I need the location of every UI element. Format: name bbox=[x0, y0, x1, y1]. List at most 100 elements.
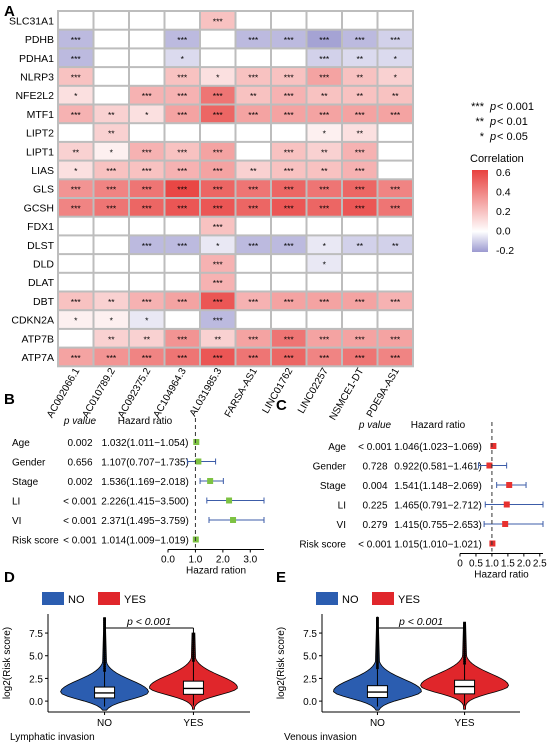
significance-mark: *** bbox=[142, 147, 153, 157]
hazard-ratio-text: 0.922(0.581−1.461) bbox=[394, 462, 482, 473]
x-tick-label: 2.0 bbox=[216, 555, 230, 566]
heatmap-cell bbox=[59, 105, 93, 123]
heatmap-cell bbox=[236, 273, 270, 291]
hr-marker bbox=[230, 517, 237, 523]
significance-mark: *** bbox=[177, 241, 188, 251]
heatmap-cell bbox=[201, 105, 235, 123]
heatmap-cell bbox=[94, 12, 128, 29]
outlier-point bbox=[463, 660, 466, 663]
p-value: 0.279 bbox=[362, 520, 387, 531]
hr-marker bbox=[503, 501, 510, 508]
legend-label-no: NO bbox=[342, 594, 359, 606]
significance-mark: ** bbox=[108, 110, 115, 120]
significance-mark: *** bbox=[319, 54, 330, 64]
p-value: < 0.001 bbox=[63, 536, 97, 547]
outlier-point bbox=[463, 624, 466, 627]
outlier-point bbox=[376, 624, 379, 628]
significance-mark: *** bbox=[355, 297, 366, 307]
heatmap-cell bbox=[94, 255, 128, 272]
outlier-point bbox=[103, 651, 106, 655]
x-tick-label: YES bbox=[455, 718, 475, 729]
outlier-point bbox=[463, 654, 466, 657]
row-label: DBT bbox=[33, 296, 55, 308]
heatmap-cell bbox=[165, 292, 199, 310]
heatmap-cell bbox=[201, 12, 235, 29]
hr-marker bbox=[506, 482, 513, 488]
significance-mark: *** bbox=[319, 334, 330, 344]
legend-swatch-no bbox=[316, 592, 338, 605]
sig-legend-stars: * bbox=[480, 131, 485, 143]
heatmap-cell bbox=[94, 124, 128, 141]
header-hazard-ratio: Hazard ratio bbox=[411, 420, 466, 431]
x-axis-label: Venous invasion bbox=[284, 732, 357, 743]
significance-mark: *** bbox=[284, 91, 295, 101]
x-axis-label: Hazard ration bbox=[186, 566, 246, 577]
row-label: ATP7A bbox=[22, 352, 54, 364]
hr-marker bbox=[490, 443, 497, 449]
legend-colorbar bbox=[472, 170, 488, 252]
heatmap-cell bbox=[307, 161, 341, 179]
outlier-point bbox=[192, 645, 195, 649]
significance-mark: *** bbox=[71, 185, 82, 195]
heatmap-cell bbox=[59, 124, 93, 141]
row-label: GLS bbox=[33, 184, 54, 196]
significance-mark: *** bbox=[213, 203, 224, 213]
legend-label-yes: YES bbox=[124, 594, 146, 606]
outlier-point bbox=[103, 619, 106, 623]
significance-mark: *** bbox=[213, 166, 224, 176]
significance-mark: *** bbox=[177, 91, 188, 101]
heatmap-cell bbox=[59, 329, 93, 347]
significance-mark: * bbox=[74, 316, 78, 326]
heatmap-cell bbox=[343, 124, 377, 141]
significance-mark: ** bbox=[321, 91, 328, 101]
significance-mark: *** bbox=[284, 72, 295, 82]
heatmap-cell bbox=[130, 329, 164, 347]
heatmap-cell bbox=[130, 30, 164, 48]
hr-marker bbox=[226, 497, 233, 504]
heatmap-cell bbox=[165, 199, 199, 216]
outlier-point bbox=[103, 635, 106, 639]
heatmap-cell bbox=[165, 311, 199, 328]
heatmap-cell bbox=[130, 311, 164, 328]
significance-mark: *** bbox=[213, 297, 224, 307]
outlier-point bbox=[463, 638, 466, 641]
significance-mark: *** bbox=[355, 353, 366, 363]
legend-tick-label: -0.2 bbox=[496, 245, 514, 257]
heatmap-cell bbox=[201, 236, 235, 254]
significance-mark: *** bbox=[106, 185, 117, 195]
heatmap-cell bbox=[272, 273, 306, 291]
outlier-point bbox=[103, 645, 106, 649]
significance-mark: ** bbox=[143, 334, 150, 344]
x-axis-label: Lymphatic invasion bbox=[10, 732, 95, 743]
heatmap-cell bbox=[272, 255, 306, 272]
heatmap-cell bbox=[94, 142, 128, 160]
heatmap-cell bbox=[343, 30, 377, 48]
significance-mark: *** bbox=[284, 166, 295, 176]
heatmap-cell bbox=[307, 329, 341, 347]
heatmap-cell bbox=[94, 68, 128, 85]
significance-mark: *** bbox=[284, 35, 295, 45]
heatmap-cell bbox=[201, 199, 235, 216]
outlier-point bbox=[192, 639, 195, 643]
outlier-point bbox=[376, 638, 379, 642]
heatmap-cell bbox=[201, 124, 235, 141]
heatmap-cell bbox=[165, 180, 199, 197]
heatmap-cell bbox=[201, 142, 235, 160]
x-axis-label: Hazard ratio bbox=[474, 570, 529, 581]
x-tick-label: 1.0 bbox=[485, 559, 499, 570]
outlier-point bbox=[463, 648, 466, 651]
variable-label: Gender bbox=[313, 462, 347, 473]
panel-label-e: E bbox=[276, 569, 286, 586]
heatmap-cell bbox=[343, 236, 377, 254]
variable-label: Risk score bbox=[12, 536, 59, 547]
significance-mark: *** bbox=[248, 353, 259, 363]
hazard-ratio-text: 1.465(0.791−2.712) bbox=[394, 501, 482, 512]
heatmap-cell bbox=[236, 311, 270, 328]
outlier-point bbox=[463, 632, 466, 635]
heatmap-cell bbox=[59, 348, 93, 366]
x-tick-label: 3.0 bbox=[243, 555, 257, 566]
heatmap-cell bbox=[94, 199, 128, 216]
header-p-value: p value bbox=[63, 416, 97, 427]
outlier-point bbox=[103, 667, 106, 671]
heatmap-cell bbox=[165, 124, 199, 141]
